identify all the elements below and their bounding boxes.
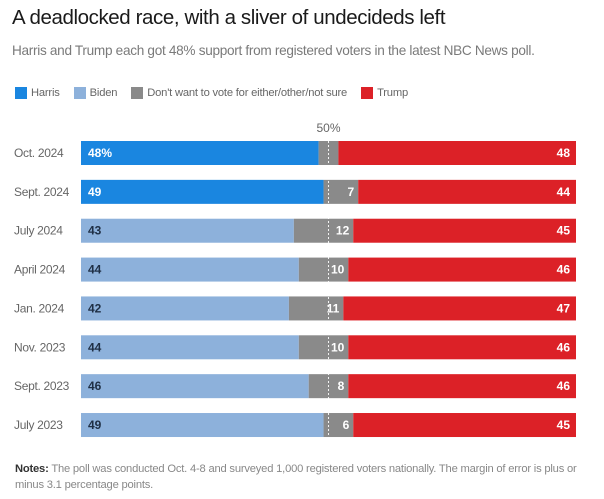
data-label-trump: 46 bbox=[557, 379, 571, 393]
bar-trump bbox=[353, 218, 576, 243]
data-label-first: 49 bbox=[88, 418, 102, 432]
legend-item-harris: Harris bbox=[15, 87, 60, 99]
data-label-first: 49 bbox=[88, 185, 102, 199]
stacked-bar-chart: Oct. 2024 48% 48 Sept. 2024 49 7 44 July 2024 43… bbox=[14, 121, 576, 438]
data-label-other: 6 bbox=[343, 418, 350, 432]
legend-item-other: Don't want to vote for either/other/not … bbox=[131, 87, 347, 99]
bar-other bbox=[298, 335, 349, 360]
legend-swatch-harris bbox=[15, 87, 27, 99]
bar-first bbox=[81, 296, 289, 321]
data-label-other: 12 bbox=[336, 224, 350, 238]
bar-first bbox=[81, 374, 309, 399]
legend-swatch-trump bbox=[361, 87, 374, 99]
data-label-first: 44 bbox=[88, 263, 102, 277]
legend-label-trump: Trump bbox=[377, 87, 408, 99]
bar-other bbox=[323, 179, 359, 204]
data-label-first: 43 bbox=[88, 224, 102, 238]
data-label-other: 7 bbox=[348, 185, 355, 199]
notes-text: The poll was conducted Oct. 4-8 and surv… bbox=[15, 463, 577, 491]
bar-first bbox=[81, 218, 294, 243]
category-label: Oct. 2024 bbox=[14, 146, 64, 160]
data-label-first: 46 bbox=[88, 379, 102, 393]
reference-line-label: 50% bbox=[316, 121, 340, 135]
bar-other bbox=[293, 218, 354, 243]
category-label: Sept. 2023 bbox=[14, 379, 70, 393]
data-label-first: 42 bbox=[88, 301, 102, 315]
data-label-trump: 46 bbox=[557, 340, 571, 354]
data-label-other: 10 bbox=[331, 263, 345, 277]
bar-trump bbox=[348, 335, 576, 360]
bar-first bbox=[81, 179, 324, 204]
legend-item-biden: Biden bbox=[73, 87, 118, 99]
category-label: July 2024 bbox=[14, 224, 63, 238]
data-label-other: 11 bbox=[327, 301, 340, 315]
legend-swatch-other bbox=[131, 87, 144, 99]
legend: Harris Biden Don't want to vote for eith… bbox=[15, 86, 422, 100]
bar-other bbox=[298, 257, 349, 282]
category-label: April 2024 bbox=[14, 263, 66, 277]
bar-first bbox=[81, 257, 299, 282]
legend-label-other: Don't want to vote for either/other/not … bbox=[147, 87, 348, 99]
category-label: Nov. 2023 bbox=[14, 340, 66, 354]
bar-trump bbox=[358, 179, 576, 204]
data-label-first: 48% bbox=[88, 146, 112, 160]
bar-other bbox=[288, 296, 344, 321]
bar-trump bbox=[338, 141, 576, 165]
category-label: July 2023 bbox=[14, 418, 63, 432]
data-label-trump: 47 bbox=[557, 301, 571, 315]
legend-label-harris: Harris bbox=[31, 87, 60, 99]
bar-trump bbox=[348, 374, 576, 399]
chart-title: A deadlocked race, with a sliver of unde… bbox=[12, 6, 446, 29]
bar-trump bbox=[348, 257, 576, 282]
data-label-trump: 46 bbox=[557, 263, 571, 277]
data-label-trump: 45 bbox=[557, 418, 571, 432]
legend-label-biden: Biden bbox=[89, 87, 118, 99]
notes: Notes: The poll was conducted Oct. 4-8 a… bbox=[15, 461, 590, 493]
notes-label: Notes: bbox=[15, 463, 49, 475]
bar-trump bbox=[343, 296, 576, 321]
bar-first bbox=[81, 141, 319, 165]
bar-first bbox=[81, 335, 299, 360]
chart-subtitle: Harris and Trump each got 48% support fr… bbox=[12, 43, 535, 58]
legend-swatch-biden bbox=[73, 87, 86, 99]
data-label-trump: 48 bbox=[557, 146, 571, 160]
data-label-other: 10 bbox=[331, 340, 345, 354]
category-label: Sept. 2024 bbox=[14, 185, 70, 199]
bar-trump bbox=[353, 413, 576, 438]
legend-item-trump: Trump bbox=[361, 87, 408, 99]
data-label-other: 8 bbox=[338, 379, 345, 393]
data-label-trump: 45 bbox=[557, 224, 571, 238]
bar-first bbox=[81, 413, 324, 438]
data-label-trump: 44 bbox=[557, 185, 571, 199]
data-label-first: 44 bbox=[88, 340, 102, 354]
category-label: Jan. 2024 bbox=[14, 301, 65, 315]
